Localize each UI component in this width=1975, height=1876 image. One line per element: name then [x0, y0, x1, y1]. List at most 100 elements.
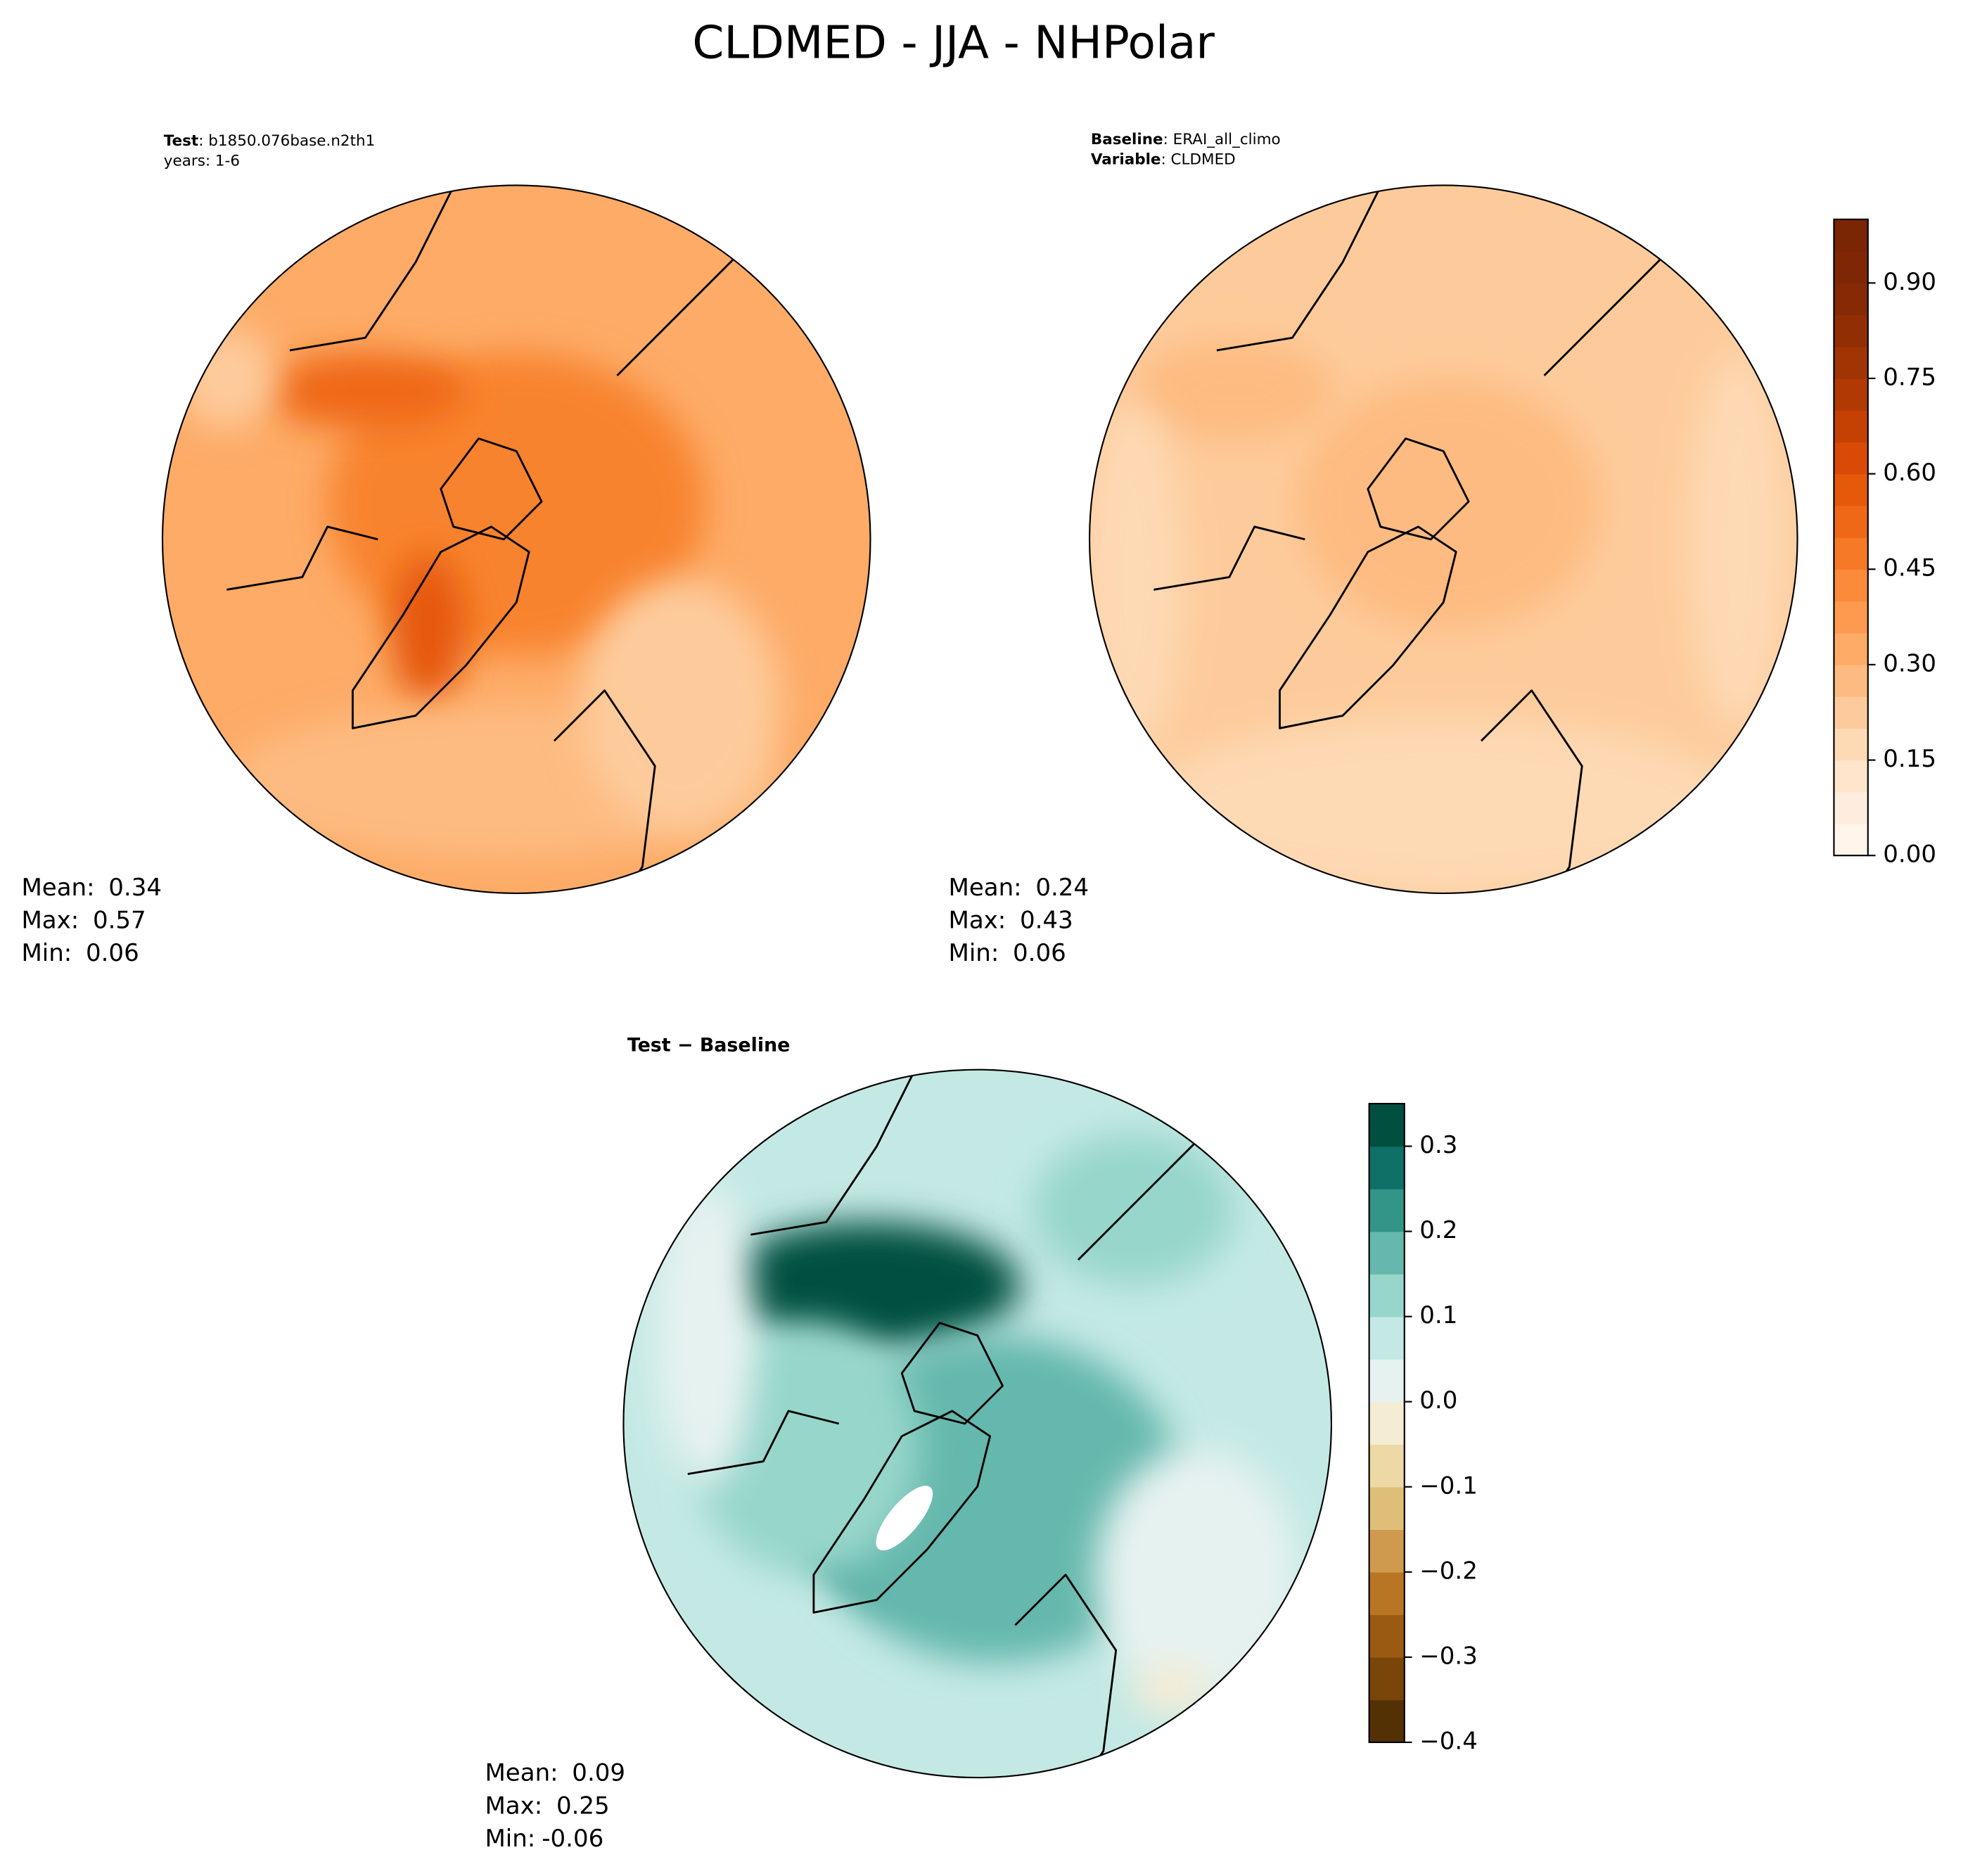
- tick-label: 0.3: [1419, 1131, 1457, 1159]
- colorbar-band: [1369, 1614, 1405, 1658]
- map: [162, 185, 871, 893]
- stat-label: Max:: [948, 906, 1006, 934]
- tick-label: 0.1: [1419, 1301, 1457, 1329]
- stat: Max: 0.57: [21, 906, 146, 934]
- field-patch: [717, 1222, 1021, 1348]
- colorbar-band: [1834, 728, 1868, 761]
- colorbar-band: [1834, 537, 1868, 570]
- colorbar-band: [1369, 1401, 1405, 1445]
- header-key: Variable: [1091, 151, 1161, 169]
- panel-header: Test: b1850.076base.n2th1: [164, 132, 375, 150]
- stat: Min: 0.06: [948, 938, 1066, 966]
- colorbar-band: [1834, 664, 1868, 697]
- header-text: years: 1-6: [164, 152, 240, 170]
- map-boundary: [622, 1068, 1332, 1779]
- colorbar-band: [1369, 1529, 1405, 1573]
- map-boundary: [1088, 184, 1798, 895]
- tick-label: −0.2: [1419, 1557, 1478, 1585]
- colorbar-band: [1834, 473, 1868, 506]
- field-patch: [1033, 1133, 1234, 1285]
- tick-label: 0.30: [1883, 649, 1936, 677]
- stat-label: Max:: [21, 906, 79, 934]
- tick-label: 0.90: [1883, 268, 1936, 296]
- stat-label: Min:: [21, 938, 72, 966]
- tick-label: 0.75: [1883, 363, 1936, 391]
- field-patch: [1297, 378, 1600, 630]
- tick-label: 0.15: [1883, 745, 1936, 773]
- colorbar-band: [1834, 569, 1868, 602]
- tick-label: −0.4: [1419, 1727, 1478, 1755]
- header-text: : ERAI_all_climo: [1163, 131, 1281, 148]
- map-boundary: [161, 184, 871, 895]
- stat-value: 0.09: [572, 1759, 625, 1787]
- stat-value: 0.57: [93, 906, 146, 934]
- colorbar-band: [1834, 823, 1868, 856]
- header-text: : b1850.076base.n2th1: [198, 132, 375, 150]
- colorbar-frame: [1368, 1102, 1405, 1744]
- field-patch: [176, 327, 277, 429]
- field-patch: [876, 1486, 933, 1551]
- colorbar-band: [1834, 346, 1868, 379]
- field-patch: [579, 580, 781, 832]
- stat: Max: 0.25: [485, 1792, 609, 1820]
- colorbar-band: [1834, 505, 1868, 538]
- colorbar-band: [1369, 1571, 1405, 1616]
- colorbar-band: [1834, 314, 1868, 347]
- map: [1089, 185, 1798, 893]
- coastline: [1153, 185, 1772, 893]
- colorbar-band: [1369, 1274, 1405, 1317]
- tick-label: 0.2: [1419, 1216, 1457, 1244]
- stat: Max: 0.43: [948, 906, 1073, 934]
- stat: Min: -0.06: [485, 1824, 603, 1852]
- colorbar-band: [1369, 1486, 1405, 1531]
- colorbar-frame: [1833, 218, 1869, 857]
- stat-label: Max:: [485, 1792, 542, 1820]
- colorbar-band: [1834, 760, 1868, 793]
- field-patch: [1133, 1663, 1210, 1714]
- colorbar-band: [1369, 1444, 1405, 1488]
- coastline: [687, 1069, 1306, 1778]
- colorbar-band: [1834, 791, 1868, 824]
- stat-label: Min:: [948, 938, 999, 966]
- colorbar-band: [1834, 219, 1868, 252]
- header-key: Test: [164, 132, 198, 150]
- panel-header: Baseline: ERAI_all_climo: [1091, 131, 1281, 148]
- stat: Mean: 0.34: [21, 873, 162, 901]
- colorbar-band: [1834, 632, 1868, 665]
- colorbar-band: [1369, 1359, 1405, 1403]
- map: [623, 1069, 1331, 1778]
- stat-label: Mean:: [21, 873, 94, 901]
- panel-header: Test − Baseline: [627, 1034, 791, 1056]
- figure-title: CLDMED - JJA - NHPolar: [692, 16, 1215, 69]
- tick-label: 0.60: [1883, 459, 1936, 487]
- stat-value: 0.06: [1013, 938, 1066, 966]
- stat-value: 0.24: [1035, 873, 1089, 901]
- stat: Mean: 0.09: [485, 1759, 625, 1787]
- field-patch: [1133, 340, 1336, 442]
- colorbar-band: [1369, 1189, 1405, 1232]
- field-patch: [390, 554, 466, 706]
- coastline: [226, 185, 845, 893]
- colorbar-band: [1834, 378, 1868, 411]
- tick-label: −0.1: [1419, 1472, 1478, 1500]
- stat: Min: 0.06: [21, 938, 139, 966]
- stat: Mean: 0.24: [948, 873, 1089, 901]
- stat-value: 0.25: [556, 1792, 610, 1820]
- panel-header: Variable: CLDMED: [1091, 151, 1236, 169]
- stat-value: -0.06: [542, 1824, 603, 1852]
- colorbar-band: [1369, 1699, 1405, 1743]
- colorbar-band: [1369, 1657, 1405, 1701]
- header-text: : CLDMED: [1161, 151, 1236, 169]
- stat-label: Mean:: [485, 1759, 558, 1787]
- tick-label: −0.3: [1419, 1642, 1478, 1670]
- tick-label: 0.45: [1883, 554, 1936, 582]
- colorbar-band: [1369, 1146, 1405, 1189]
- stat-value: 0.06: [86, 938, 139, 966]
- colorbar-band: [1369, 1103, 1405, 1147]
- field-patch: [655, 1184, 756, 1487]
- colorbar-band: [1834, 283, 1868, 316]
- header-key: Test − Baseline: [627, 1034, 791, 1056]
- colorbar-band: [1834, 696, 1868, 729]
- field-patch: [1096, 1448, 1298, 1701]
